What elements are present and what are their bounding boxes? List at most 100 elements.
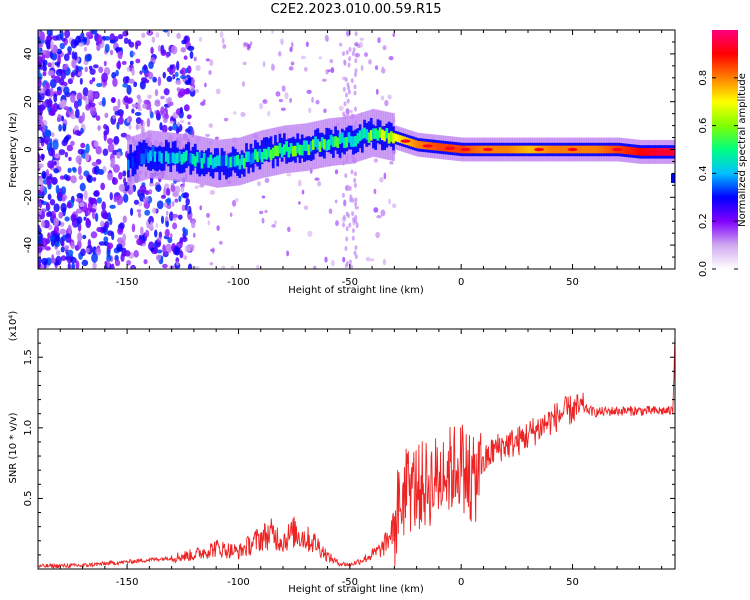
ridge-core bbox=[193, 156, 197, 167]
ridge-core bbox=[363, 127, 366, 139]
spectrogram-speckle bbox=[58, 149, 66, 156]
spectrogram-speckle bbox=[163, 186, 167, 197]
spectrogram-speckle bbox=[80, 142, 86, 149]
ridge-core bbox=[151, 146, 155, 157]
spectrogram-faint-speckle bbox=[147, 94, 152, 99]
spectrogram-speckle bbox=[129, 60, 134, 65]
spectrogram-speckle bbox=[63, 53, 70, 62]
spectrogram-speckle bbox=[92, 261, 97, 269]
spectrogram-faint-speckle bbox=[205, 58, 210, 62]
ridge-core bbox=[213, 157, 217, 168]
spectrogram-speckle bbox=[61, 196, 66, 202]
spectrogram-speckle bbox=[47, 232, 51, 239]
spectrogram-faint-speckle bbox=[165, 210, 169, 216]
spectrogram-speckle bbox=[60, 255, 67, 262]
spectrogram-speckle bbox=[61, 240, 65, 247]
snr-frame bbox=[37, 328, 676, 570]
spectrogram-speckle bbox=[52, 139, 59, 150]
spectrogram-panel: -150 -100 -50 0 50 -40 -20 0 20 40 Height of str… bbox=[8, 29, 676, 296]
spectrogram-speckle bbox=[38, 163, 44, 169]
spectrogram-speckle bbox=[91, 252, 98, 263]
spectrogram-speckle bbox=[166, 197, 172, 206]
spectrogram-speckle bbox=[91, 77, 96, 82]
spectrogram-speckle bbox=[182, 192, 190, 199]
spectrogram-column-speckle bbox=[347, 62, 351, 68]
spectrogram-speckle bbox=[106, 254, 112, 262]
ridge-hotspot bbox=[612, 147, 623, 152]
spectrogram-speckle bbox=[165, 220, 170, 228]
spectrogram-speckle bbox=[150, 247, 155, 252]
spectrogram-speckle bbox=[60, 246, 65, 253]
spectrogram-faint-speckle bbox=[138, 202, 143, 207]
colorbar-tick-label: 0.6 bbox=[698, 118, 709, 134]
spectrogram-speckle bbox=[70, 39, 78, 49]
ridge-core bbox=[438, 143, 442, 151]
ridge-core bbox=[298, 144, 302, 156]
snr-x-tick-label: -100 bbox=[227, 577, 250, 588]
ridge-body bbox=[187, 142, 190, 166]
spectrogram-column-speckle bbox=[348, 259, 352, 265]
spectrogram-speckle bbox=[123, 193, 129, 203]
spectrogram-speckle bbox=[89, 79, 93, 85]
spectrogram-column-speckle bbox=[346, 30, 350, 35]
spectrogram-speckle bbox=[144, 209, 151, 216]
spectrogram-speckle bbox=[93, 190, 99, 197]
spectrogram-speckle bbox=[165, 188, 171, 196]
spectrogram-faint-speckle bbox=[209, 261, 214, 266]
spectrogram-faint-speckle bbox=[127, 189, 132, 195]
spectrogram-faint-speckle bbox=[132, 51, 136, 56]
spectrogram-speckle bbox=[46, 178, 51, 186]
spectrogram-speckle bbox=[73, 100, 79, 110]
spectrogram-speckle bbox=[172, 118, 177, 126]
ridge-core bbox=[338, 133, 342, 145]
spectrogram-speckle bbox=[47, 70, 55, 77]
ridge-core bbox=[131, 156, 135, 168]
spectrogram-faint-speckle bbox=[375, 231, 381, 239]
spectrogram-speckle bbox=[58, 211, 64, 219]
spectrogram-column-speckle bbox=[344, 92, 348, 98]
ridge-core bbox=[503, 145, 507, 154]
spectrogram-speckle bbox=[68, 106, 72, 112]
ridge-core bbox=[590, 145, 594, 154]
spectrogram-speckle bbox=[68, 156, 72, 162]
ridge-core bbox=[454, 144, 458, 153]
spectrogram-speckle bbox=[69, 256, 77, 264]
spectrogram-faint-speckle bbox=[317, 181, 322, 187]
ridge-core bbox=[287, 147, 291, 158]
spectrogram-speckle bbox=[133, 81, 138, 88]
spectrogram-column-speckle bbox=[351, 211, 355, 217]
spectrogram-faint-speckle bbox=[354, 52, 360, 58]
ridge-core bbox=[285, 141, 288, 152]
ridge-core bbox=[492, 145, 496, 154]
spectrogram-speckle bbox=[81, 259, 89, 267]
ridge-core bbox=[643, 148, 647, 156]
spectrogram-faint-speckle bbox=[286, 173, 292, 177]
ridge-core bbox=[296, 142, 300, 154]
spectrogram-speckle bbox=[85, 143, 90, 154]
spectrogram-speckle bbox=[76, 208, 81, 214]
spectrogram-speckle bbox=[71, 262, 76, 269]
spectrogram-column-speckle bbox=[342, 51, 346, 57]
colorbar-gradient bbox=[712, 30, 738, 269]
snr-y-tick-label: 0.5 bbox=[23, 490, 34, 506]
spectrogram-speckle bbox=[46, 30, 53, 37]
spectrogram-faint-speckle bbox=[234, 198, 239, 202]
ridge-core bbox=[202, 153, 206, 164]
spectrogram-faint-speckle bbox=[267, 110, 271, 117]
ridge-core bbox=[421, 141, 424, 150]
spectrogram-speckle bbox=[110, 157, 116, 167]
ridge-core bbox=[318, 141, 322, 152]
spectrogram-speckle bbox=[50, 40, 54, 51]
spectrogram-faint-speckle bbox=[258, 102, 264, 110]
spectrogram-column-speckle bbox=[353, 250, 357, 256]
spectrogram-faint-speckle bbox=[242, 61, 247, 66]
spectrogram-speckle bbox=[153, 245, 158, 255]
spectrogram-speckle bbox=[162, 244, 166, 253]
spectrogram-speckle bbox=[125, 104, 129, 110]
ridge-core bbox=[153, 151, 157, 163]
spectrogram-faint-speckle bbox=[170, 233, 173, 239]
spectrogram-column-speckle bbox=[345, 50, 349, 56]
spectrogram-faint-speckle bbox=[288, 66, 294, 71]
ridge-core bbox=[176, 152, 179, 164]
spectrogram-speckle bbox=[84, 54, 91, 62]
